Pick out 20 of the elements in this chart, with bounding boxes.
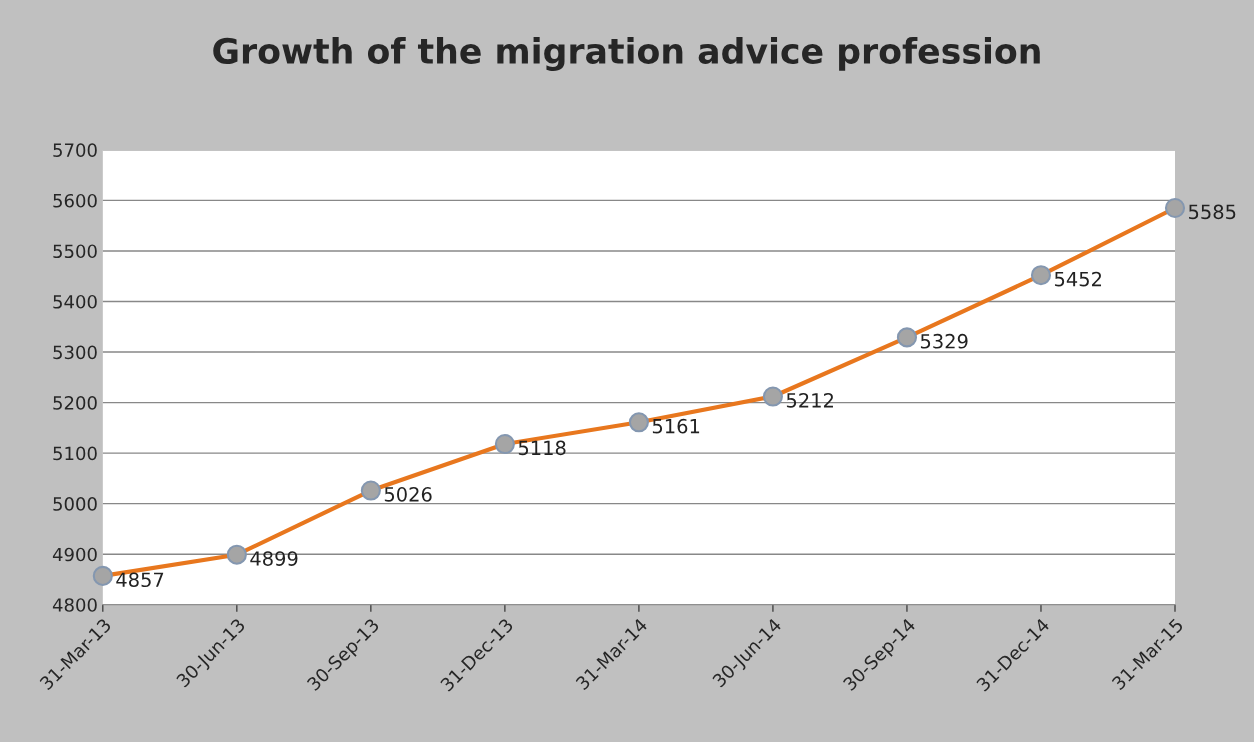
data-label: 5212 <box>786 393 833 408</box>
y-tick-label: 4900 <box>52 547 97 562</box>
y-tick-label: 5100 <box>53 446 97 461</box>
y-tick-label: 5600 <box>53 193 97 208</box>
y-tick-label: 5200 <box>53 396 97 410</box>
y-tick-label: 5500 <box>53 244 97 259</box>
data-label: 5118 <box>518 440 566 456</box>
y-tick-label: 4800 <box>52 598 97 612</box>
data-label: 5452 <box>1054 271 1102 287</box>
y-tick-label: 5000 <box>53 497 97 511</box>
chart-title: Growth of the migration advice profession <box>213 37 1040 71</box>
data-label: 5585 <box>1189 204 1236 220</box>
data-label: 5161 <box>652 418 700 434</box>
data-label: 5329 <box>920 333 968 349</box>
data-label: 5026 <box>384 487 432 502</box>
y-tick-label: 5300 <box>53 345 97 360</box>
data-label: 4899 <box>250 551 298 566</box>
y-tick-label: 5700 <box>53 143 97 157</box>
data-label: 4857 <box>116 572 164 588</box>
y-tick-label: 5400 <box>53 294 97 309</box>
